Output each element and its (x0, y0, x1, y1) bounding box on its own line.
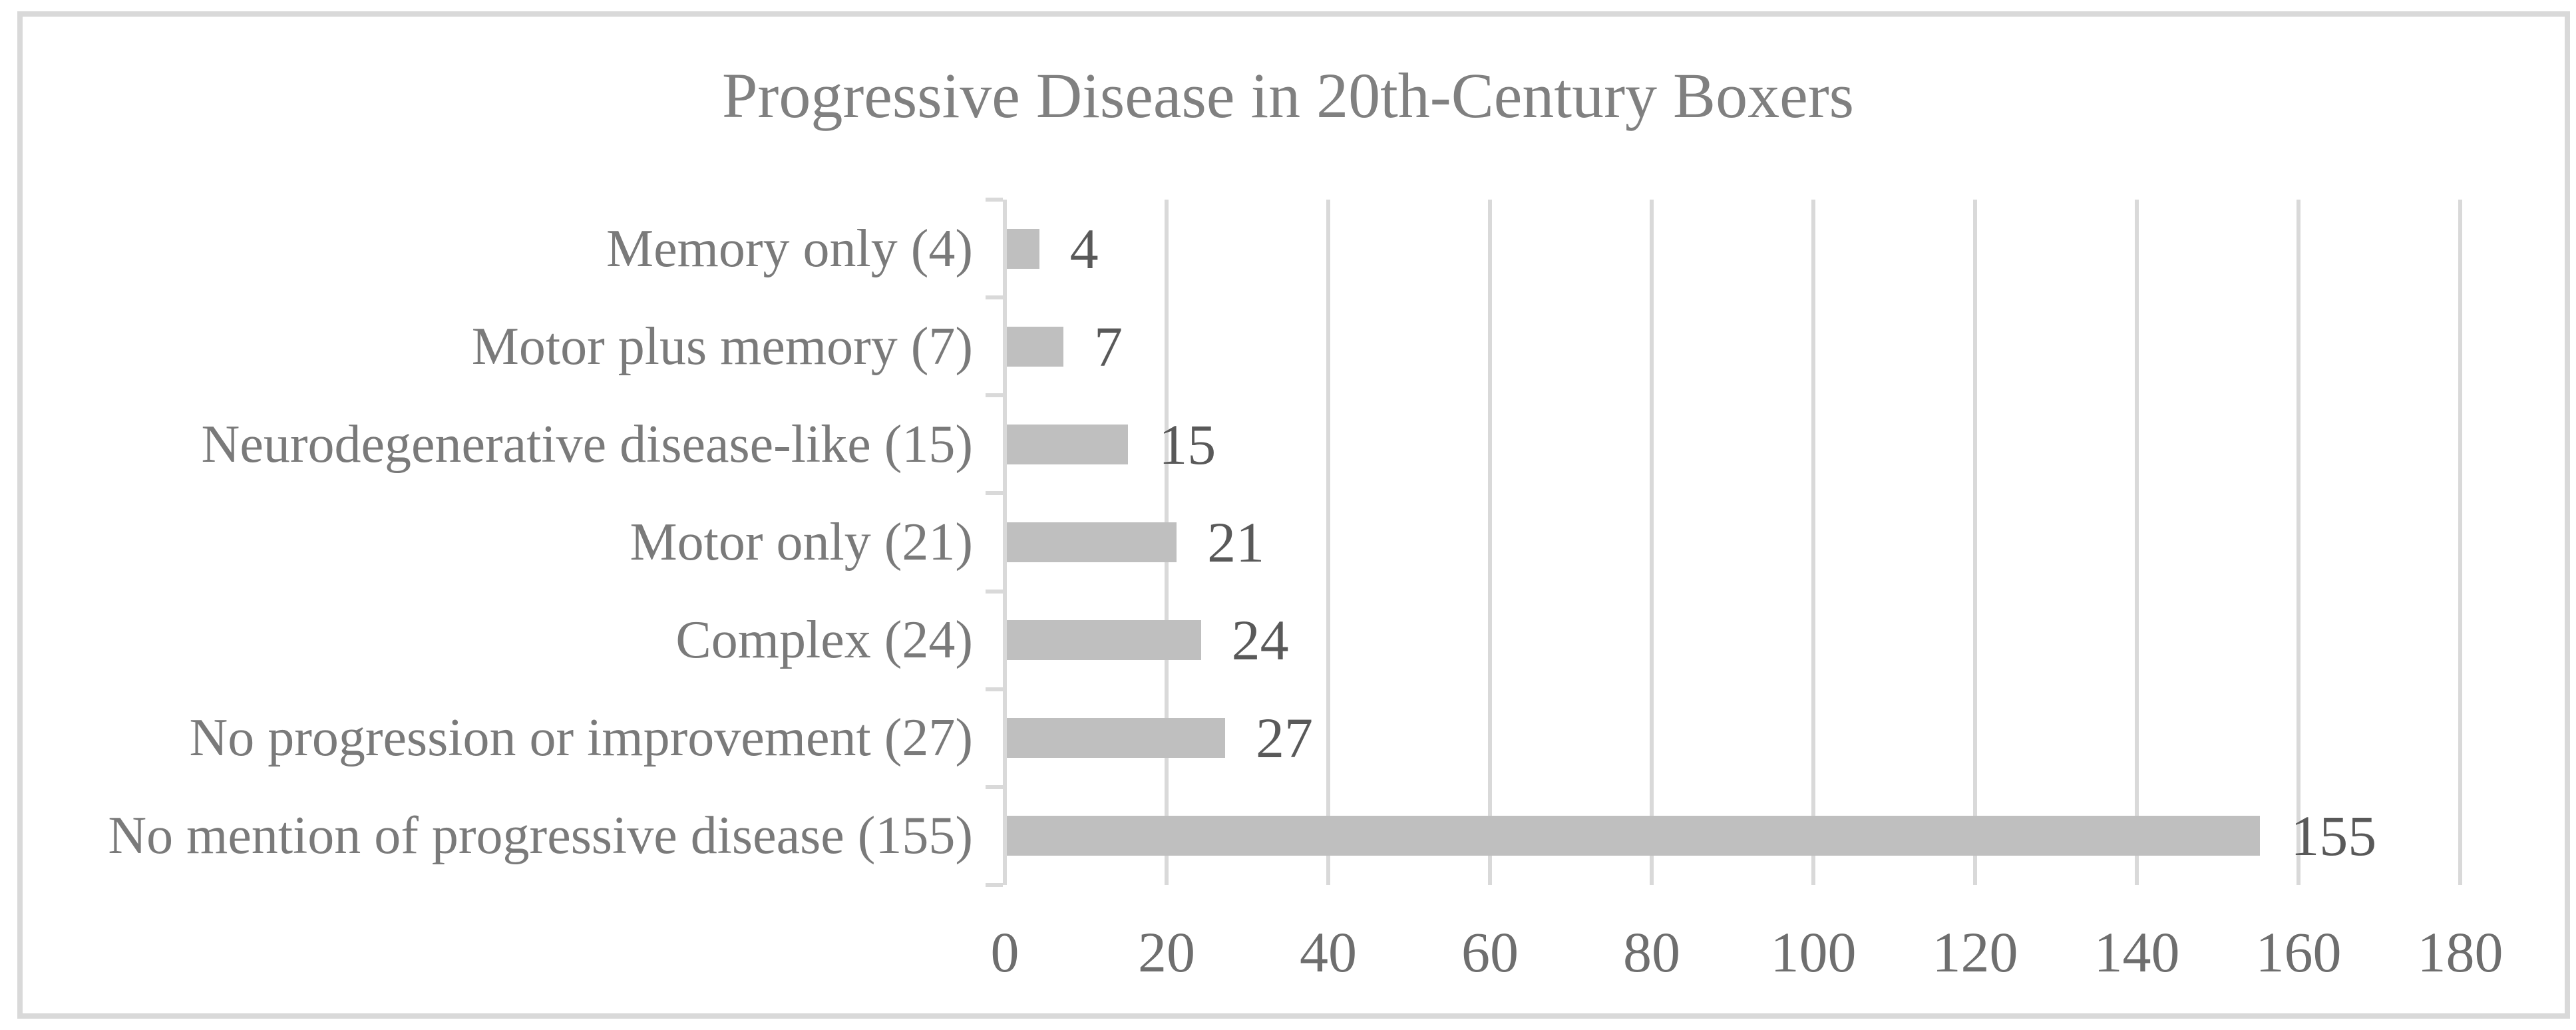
x-axis-tick-label: 100 (1770, 920, 1857, 984)
bar (1007, 620, 1201, 661)
gridline (2135, 200, 2139, 885)
gridline (1326, 200, 1330, 885)
y-axis-tick (986, 784, 1003, 789)
bar-value-label: 4 (1069, 216, 1099, 281)
bar (1007, 816, 2261, 856)
y-axis-tick (986, 198, 1003, 202)
gridline (1973, 200, 1977, 885)
chart-border (17, 11, 2570, 1019)
bar (1007, 228, 1039, 269)
y-axis-tick (986, 883, 1003, 887)
gridline (2458, 200, 2462, 885)
bar-value-label: 24 (1231, 608, 1289, 673)
y-axis-line (1003, 200, 1007, 885)
x-axis-tick-label: 160 (2255, 920, 2342, 984)
y-axis-tick (986, 295, 1003, 300)
x-axis-tick-label: 140 (2094, 920, 2180, 984)
category-label: Memory only (4) (606, 219, 973, 278)
y-axis-tick (986, 687, 1003, 691)
category-label: Complex (24) (675, 611, 973, 670)
y-axis-tick (986, 491, 1003, 496)
category-label: Neurodegenerative disease-like (15) (201, 415, 973, 474)
bar-value-label: 27 (1256, 706, 1314, 771)
bar (1007, 718, 1226, 759)
gridline (1811, 200, 1815, 885)
bar (1007, 424, 1129, 464)
x-axis-tick-label: 0 (990, 920, 1019, 984)
y-axis-tick (986, 393, 1003, 398)
y-axis-tick (986, 589, 1003, 594)
category-label: Motor only (21) (630, 513, 973, 572)
x-axis-tick-label: 180 (2417, 920, 2503, 984)
x-axis-tick-label: 80 (1623, 920, 1680, 984)
bar-value-label: 21 (1207, 510, 1265, 574)
bar (1007, 522, 1177, 562)
gridline (1488, 200, 1492, 885)
x-axis-tick-label: 60 (1461, 920, 1519, 984)
gridline (1650, 200, 1654, 885)
bar (1007, 326, 1064, 367)
category-label: No progression or improvement (27) (189, 709, 973, 768)
x-axis-tick-label: 20 (1138, 920, 1195, 984)
x-axis-tick-label: 120 (1932, 920, 2018, 984)
x-axis-tick-label: 40 (1300, 920, 1357, 984)
category-label: Motor plus memory (7) (471, 317, 973, 376)
gridline (2297, 200, 2300, 885)
category-label: No mention of progressive disease (155) (108, 806, 973, 866)
chart-title: Progressive Disease in 20th-Century Boxe… (721, 60, 1855, 131)
bar-value-label: 155 (2291, 804, 2377, 868)
bar-value-label: 15 (1159, 412, 1216, 476)
bar-value-label: 7 (1094, 314, 1123, 379)
